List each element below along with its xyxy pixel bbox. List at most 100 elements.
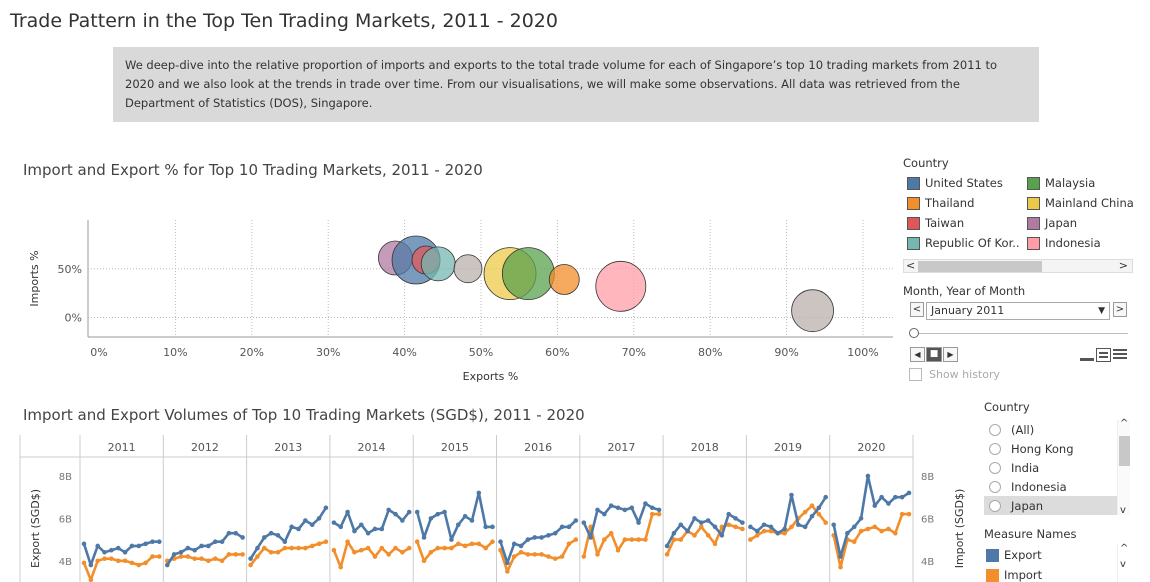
- legend-item[interactable]: Taiwan: [907, 213, 1027, 233]
- series-point-export[interactable]: [712, 524, 718, 530]
- series-point-export[interactable]: [851, 524, 857, 530]
- series-point-import[interactable]: [664, 552, 670, 557]
- scroll-up-icon[interactable]: ^: [1120, 543, 1129, 554]
- series-point-import[interactable]: [511, 554, 517, 559]
- series-point-export[interactable]: [858, 516, 864, 521]
- legend-scrollbar[interactable]: < >: [903, 259, 1133, 273]
- series-point-export[interactable]: [206, 543, 211, 549]
- series-point-export[interactable]: [602, 511, 607, 517]
- series-point-import[interactable]: [428, 550, 434, 555]
- series-point-import[interactable]: [754, 533, 760, 538]
- series-point-import[interactable]: [379, 545, 385, 551]
- series-point-import[interactable]: [469, 541, 475, 547]
- series-point-import[interactable]: [851, 539, 857, 545]
- series-point-export[interactable]: [581, 520, 587, 525]
- series-point-import[interactable]: [705, 533, 711, 538]
- series-point-import[interactable]: [248, 562, 253, 568]
- series-point-import[interactable]: [573, 537, 579, 542]
- series-point-import[interactable]: [546, 554, 551, 559]
- series-point-import[interactable]: [136, 562, 142, 568]
- series-point-import[interactable]: [893, 530, 898, 536]
- country-filter-option[interactable]: Japan: [984, 496, 1117, 515]
- series-point-export[interactable]: [518, 543, 524, 549]
- series-point-export[interactable]: [782, 526, 787, 532]
- series-point-export[interactable]: [740, 520, 745, 525]
- radio-button[interactable]: [989, 480, 1001, 493]
- series-point-export[interactable]: [109, 547, 114, 553]
- legend-item[interactable]: Malaysia: [1027, 173, 1147, 193]
- series-point-import[interactable]: [462, 543, 468, 549]
- series-point-import[interactable]: [400, 550, 405, 555]
- series-point-import[interactable]: [192, 556, 197, 561]
- scatter-chart[interactable]: 0% 10% 20% 30% 40% 50% 60% 70% 80% 90% 100% 0% 50% Ex…: [0, 200, 900, 390]
- scroll-down-icon[interactable]: v: [1120, 559, 1126, 570]
- series-point-export[interactable]: [566, 524, 572, 530]
- series-point-export[interactable]: [338, 524, 344, 530]
- series-point-export[interactable]: [414, 509, 420, 515]
- series-point-import[interactable]: [102, 556, 107, 561]
- series-point-export[interactable]: [685, 528, 690, 534]
- series-point-export[interactable]: [622, 507, 628, 513]
- series-point-import[interactable]: [532, 552, 538, 557]
- series-point-export[interactable]: [761, 522, 767, 528]
- series-point-export[interactable]: [809, 513, 815, 519]
- month-slider-track[interactable]: [913, 333, 1128, 334]
- series-point-import[interactable]: [505, 569, 510, 574]
- series-point-import[interactable]: [455, 541, 461, 547]
- series-point-import[interactable]: [143, 560, 148, 566]
- series-point-export[interactable]: [608, 503, 614, 508]
- series-point-import[interactable]: [206, 558, 211, 564]
- series-point-import[interactable]: [789, 524, 794, 530]
- series-point-import[interactable]: [838, 564, 843, 570]
- series-point-export[interactable]: [595, 507, 600, 513]
- series-point-import[interactable]: [886, 526, 891, 532]
- series-point-import[interactable]: [199, 556, 204, 561]
- series-point-export[interactable]: [406, 509, 412, 515]
- series-point-import[interactable]: [157, 554, 162, 559]
- series-point-import[interactable]: [490, 539, 495, 545]
- series-point-import[interactable]: [809, 503, 815, 508]
- play-back-button[interactable]: ◀: [910, 347, 925, 362]
- series-point-export[interactable]: [178, 550, 184, 555]
- legend-item[interactable]: United States: [907, 173, 1027, 193]
- month-prev-button[interactable]: <: [910, 302, 924, 317]
- series-point-export[interactable]: [539, 535, 544, 540]
- scatter-point[interactable]: [595, 260, 647, 312]
- series-point-import[interactable]: [636, 537, 641, 542]
- series-point-export[interactable]: [511, 541, 517, 547]
- series-point-export[interactable]: [345, 509, 350, 515]
- series-point-export[interactable]: [421, 535, 427, 540]
- series-point-export[interactable]: [255, 545, 260, 551]
- series-point-import[interactable]: [449, 545, 454, 551]
- series-point-import[interactable]: [240, 552, 245, 557]
- series-point-export[interactable]: [636, 520, 641, 525]
- scatter-point[interactable]: [453, 254, 483, 284]
- series-point-import[interactable]: [879, 528, 884, 534]
- series-point-import[interactable]: [740, 526, 745, 532]
- series-point-export[interactable]: [129, 543, 135, 549]
- series-point-export[interactable]: [233, 530, 239, 536]
- speed-slow-icon[interactable]: [1080, 348, 1094, 361]
- series-point-export[interactable]: [358, 522, 364, 528]
- series-point-export[interactable]: [893, 494, 898, 500]
- series-point-import[interactable]: [671, 537, 677, 542]
- series-point-import[interactable]: [559, 554, 565, 559]
- series-point-export[interactable]: [483, 524, 488, 530]
- series-point-import[interactable]: [643, 537, 648, 542]
- series-point-import[interactable]: [226, 552, 232, 557]
- series-point-import[interactable]: [678, 537, 684, 542]
- series-point-import[interactable]: [178, 554, 184, 559]
- series-point-import[interactable]: [435, 545, 441, 551]
- series-line-import[interactable]: [499, 538, 577, 573]
- series-point-export[interactable]: [775, 530, 781, 536]
- series-point-export[interactable]: [428, 516, 434, 521]
- series-point-import[interactable]: [129, 560, 135, 566]
- series-point-export[interactable]: [733, 516, 738, 521]
- series-point-export[interactable]: [248, 556, 253, 561]
- series-point-export[interactable]: [185, 545, 191, 551]
- scroll-left-icon[interactable]: <: [906, 259, 916, 272]
- series-point-import[interactable]: [865, 526, 871, 532]
- series-point-export[interactable]: [136, 543, 142, 549]
- show-history-checkbox[interactable]: [909, 368, 922, 381]
- series-point-export[interactable]: [886, 501, 891, 506]
